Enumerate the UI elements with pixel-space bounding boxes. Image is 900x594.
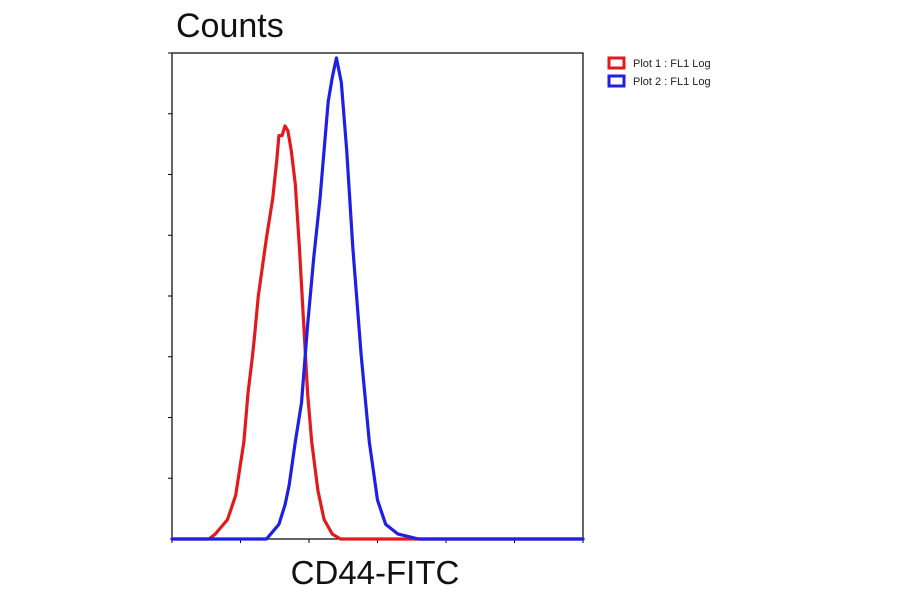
y-axis-label: Counts — [176, 7, 284, 45]
legend-swatch-1 — [607, 56, 626, 70]
legend: Plot 1 : FL1 Log Plot 2 : FL1 Log — [607, 56, 711, 88]
legend-swatch-2 — [607, 74, 626, 88]
series-layer — [170, 56, 585, 541]
series-line-2 — [170, 56, 585, 541]
legend-label-1: Plot 1 : FL1 Log — [633, 58, 711, 70]
x-axis-label: CD44-FITC — [291, 554, 460, 591]
legend-label-2: Plot 2 : FL1 Log — [633, 76, 711, 88]
series-line-1 — [170, 124, 585, 541]
